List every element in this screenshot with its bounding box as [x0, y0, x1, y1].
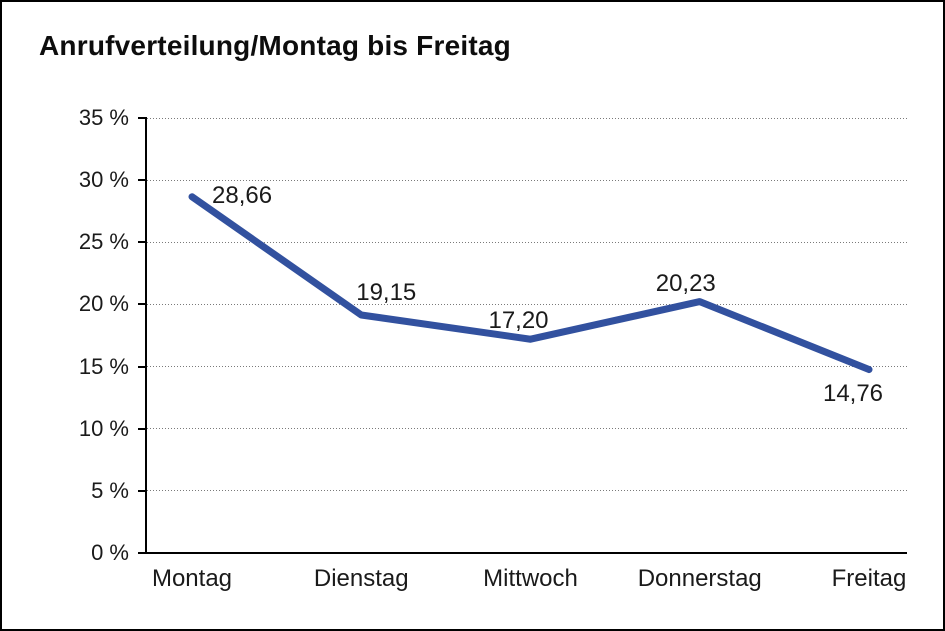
data-point-label: 17,20	[488, 307, 549, 335]
gridline	[147, 366, 907, 368]
y-tick	[138, 552, 147, 554]
y-tick	[138, 365, 147, 368]
x-axis-label: Dienstag	[313, 565, 409, 592]
data-point-label: 20,23	[655, 269, 716, 297]
page-title: Anrufverteilung/Montag bis Freitag	[39, 30, 511, 61]
y-tick-label: 30 %	[78, 167, 129, 193]
x-axis-label: Mittwoch	[483, 565, 578, 592]
y-tick-label: 10 %	[78, 415, 129, 441]
y-tick-label: 20 %	[78, 291, 129, 317]
plot-area: 35 % 30 % 25 % 20 % 15 % 10 % 5 % 0 % 28,66 19,15…	[79, 105, 907, 592]
y-tick	[138, 117, 147, 119]
data-point-label: 14,76	[822, 379, 884, 407]
y-tick	[138, 303, 147, 306]
y-tick	[138, 179, 147, 182]
x-axis-line	[145, 552, 907, 554]
gridline	[147, 117, 907, 119]
y-tick	[138, 489, 147, 492]
x-axis-label: Donnerstag	[637, 565, 762, 592]
trend-line	[188, 193, 873, 374]
series-polyline	[188, 193, 873, 374]
gridline	[147, 303, 907, 305]
gridline	[147, 428, 907, 430]
x-axis-label: Montag	[151, 565, 233, 592]
y-tick	[138, 427, 147, 430]
y-tick	[138, 241, 147, 244]
x-axis-label: Freitag	[831, 565, 907, 592]
gridline	[147, 179, 907, 181]
y-tick-label: 0 %	[91, 540, 129, 565]
data-point-label: 19,15	[356, 278, 417, 306]
y-tick-label: 25 %	[78, 229, 129, 255]
y-axis-line	[145, 118, 147, 554]
gridline	[147, 241, 907, 243]
y-tick-label: 5 %	[91, 477, 129, 503]
gridline	[147, 490, 907, 492]
y-tick-label: 15 %	[78, 353, 129, 379]
y-tick-label: 35 %	[78, 105, 129, 130]
data-point-label: 28,66	[212, 181, 273, 209]
